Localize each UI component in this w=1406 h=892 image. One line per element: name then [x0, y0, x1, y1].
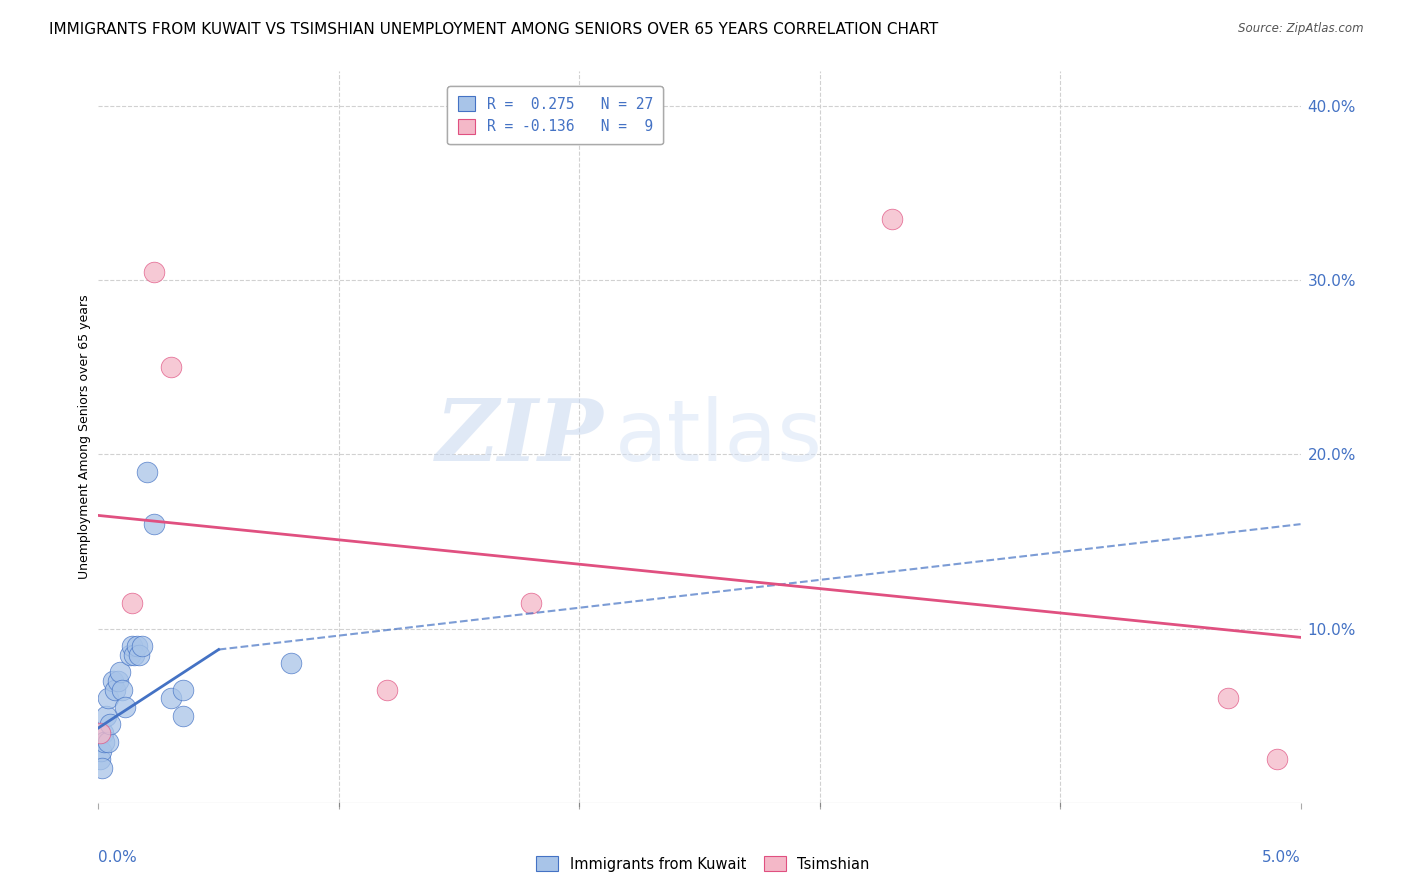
Point: [94, 708, 117, 723]
Point: [880, 212, 903, 227]
Point: [114, 700, 136, 714]
Point: [104, 682, 127, 697]
Point: [125, 639, 148, 653]
Point: [91, 761, 114, 775]
Point: [159, 691, 181, 706]
Point: [93, 735, 115, 749]
Point: [131, 639, 153, 653]
Point: [97, 735, 120, 749]
Text: 5.0%: 5.0%: [1261, 850, 1301, 865]
Text: ZIP: ZIP: [436, 395, 603, 479]
Point: [520, 595, 543, 609]
Point: [375, 682, 398, 697]
Y-axis label: Unemployment Among Seniors over 65 years: Unemployment Among Seniors over 65 years: [79, 294, 91, 580]
Point: [89, 752, 111, 766]
Point: [107, 673, 129, 688]
Point: [142, 265, 165, 279]
Text: IMMIGRANTS FROM KUWAIT VS TSIMSHIAN UNEMPLOYMENT AMONG SENIORS OVER 65 YEARS COR: IMMIGRANTS FROM KUWAIT VS TSIMSHIAN UNEM…: [49, 22, 938, 37]
Legend: Immigrants from Kuwait, Tsimshian: Immigrants from Kuwait, Tsimshian: [530, 850, 876, 878]
Point: [108, 665, 131, 680]
Point: [91, 726, 114, 740]
Point: [128, 648, 150, 662]
Point: [101, 673, 124, 688]
Point: [90, 743, 112, 757]
Point: [89, 726, 111, 740]
Legend: R =  0.275   N = 27, R = -0.136   N =  9: R = 0.275 N = 27, R = -0.136 N = 9: [447, 86, 664, 145]
Point: [111, 682, 134, 697]
Point: [280, 657, 302, 671]
Point: [100, 717, 122, 731]
Point: [172, 708, 194, 723]
Point: [118, 648, 141, 662]
Point: [159, 360, 181, 375]
Point: [135, 465, 157, 479]
Point: [97, 691, 120, 706]
Point: [1265, 752, 1288, 766]
Point: [121, 639, 143, 653]
Point: [172, 682, 194, 697]
Point: [142, 517, 165, 532]
Point: [124, 648, 146, 662]
Text: Source: ZipAtlas.com: Source: ZipAtlas.com: [1239, 22, 1364, 36]
Text: 0.0%: 0.0%: [98, 850, 138, 865]
Text: atlas: atlas: [616, 395, 824, 479]
Point: [121, 595, 143, 609]
Point: [1218, 691, 1240, 706]
